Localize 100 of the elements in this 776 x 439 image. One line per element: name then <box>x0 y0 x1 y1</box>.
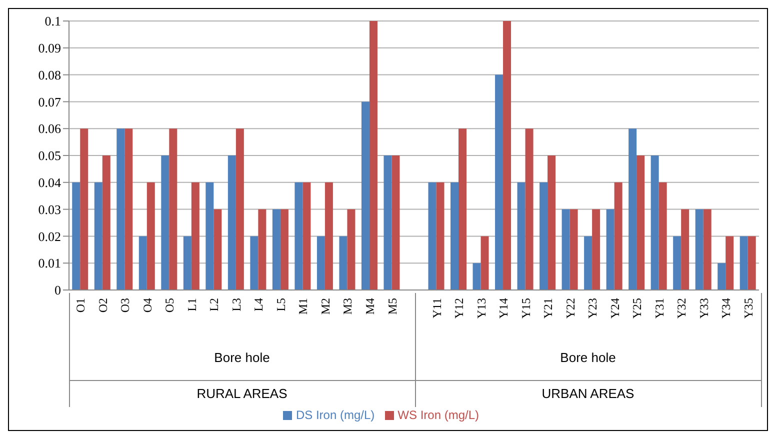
bar <box>116 128 125 290</box>
bar <box>80 128 88 290</box>
y-tick-label: 0.06 <box>38 121 62 136</box>
y-tick-label: 0.1 <box>44 14 61 29</box>
bar <box>102 156 110 290</box>
x-tick-label: L3 <box>229 298 244 312</box>
y-tick-label: 0.03 <box>38 202 61 217</box>
bar <box>369 21 378 290</box>
bar <box>562 209 570 290</box>
bar <box>658 182 667 290</box>
bar <box>250 236 258 290</box>
bar <box>480 236 489 290</box>
y-tick-label: 0.07 <box>38 94 62 110</box>
bar <box>450 182 459 290</box>
bar <box>636 156 645 290</box>
bar <box>183 236 192 290</box>
bar <box>324 182 333 290</box>
x-tick-label: Y24 <box>608 298 622 319</box>
bar <box>138 236 147 290</box>
text: Bore hole <box>213 350 271 365</box>
bar <box>302 182 311 290</box>
x-tick-label: M3 <box>340 298 355 315</box>
x-tick-label: Y14 <box>496 298 511 319</box>
x-tick-label: Y32 <box>674 298 689 319</box>
x-tick-label: Y34 <box>719 298 734 319</box>
bar <box>495 74 504 290</box>
bar <box>316 236 325 290</box>
x-tick-label: L4 <box>252 298 266 312</box>
bar <box>272 209 280 290</box>
bar <box>726 236 734 290</box>
bar <box>169 128 178 290</box>
bar <box>347 209 356 290</box>
y-tick-label: 0.04 <box>38 175 62 190</box>
x-tick-label: Y25 <box>630 298 644 319</box>
x-tick-label: Y33 <box>696 298 711 319</box>
x-tick-label: O2 <box>96 298 110 313</box>
y-tick-label: 0 <box>54 282 61 298</box>
x-tick-label: Y22 <box>563 298 578 319</box>
bar <box>570 209 578 290</box>
bar <box>428 182 436 290</box>
x-tick-label: O4 <box>140 298 154 313</box>
text: Bore hole <box>559 350 617 365</box>
bar <box>94 182 102 290</box>
bar <box>236 128 244 290</box>
y-tick-label: 0.01 <box>38 256 61 271</box>
x-tick-label: Y12 <box>452 298 466 319</box>
bar <box>540 182 548 290</box>
x-tick-label: Y11 <box>430 298 444 318</box>
y-tick-label: 0.02 <box>38 228 61 244</box>
y-tick-label: 0.05 <box>38 148 61 164</box>
bar <box>503 21 512 290</box>
bar <box>628 128 637 290</box>
bar <box>280 209 288 290</box>
bar <box>214 209 222 290</box>
bar <box>584 236 592 290</box>
x-tick-label: Y35 <box>741 298 756 319</box>
bar <box>124 128 133 290</box>
x-tick-label: O1 <box>74 298 88 313</box>
x-tick-label: L1 <box>184 298 199 312</box>
bar <box>161 156 170 290</box>
bar <box>703 209 712 290</box>
bar <box>673 236 682 290</box>
bar <box>458 128 467 290</box>
x-tick-label: L5 <box>274 298 288 312</box>
bar <box>614 182 622 290</box>
bar <box>339 236 348 290</box>
x-tick-label: Y23 <box>586 298 600 319</box>
bar <box>517 182 526 290</box>
x-tick-label: M1 <box>296 298 310 315</box>
y-tick-label: 0.08 <box>38 67 61 82</box>
x-tick-label: M2 <box>318 298 332 315</box>
bar <box>740 236 748 290</box>
x-tick-label: Y21 <box>541 298 556 319</box>
text: URBAN AREAS <box>540 386 636 401</box>
bar <box>472 263 481 290</box>
bar <box>206 182 214 290</box>
bar <box>191 182 200 290</box>
bar <box>436 182 444 290</box>
bar <box>384 156 392 290</box>
bar <box>695 209 704 290</box>
bar <box>228 156 236 290</box>
bar <box>681 209 690 290</box>
x-tick-label: L2 <box>207 298 222 312</box>
bar <box>146 182 155 290</box>
bar <box>548 156 556 290</box>
bar <box>525 128 534 290</box>
bar <box>748 236 756 290</box>
bar <box>294 182 303 290</box>
bar <box>72 182 80 290</box>
bar <box>592 209 600 290</box>
x-tick-label: Y13 <box>474 298 488 319</box>
text: RURAL AREAS <box>196 386 288 401</box>
legend-label: DS Iron (mg/L) <box>296 408 375 422</box>
x-tick-label: M5 <box>385 298 400 315</box>
x-tick-label: O3 <box>118 298 132 313</box>
bar <box>392 156 400 290</box>
legend-label: WS Iron (mg/L) <box>398 408 480 422</box>
y-tick-label: 0.09 <box>38 40 61 56</box>
bar <box>606 209 614 290</box>
x-tick-label: Y15 <box>518 298 533 319</box>
